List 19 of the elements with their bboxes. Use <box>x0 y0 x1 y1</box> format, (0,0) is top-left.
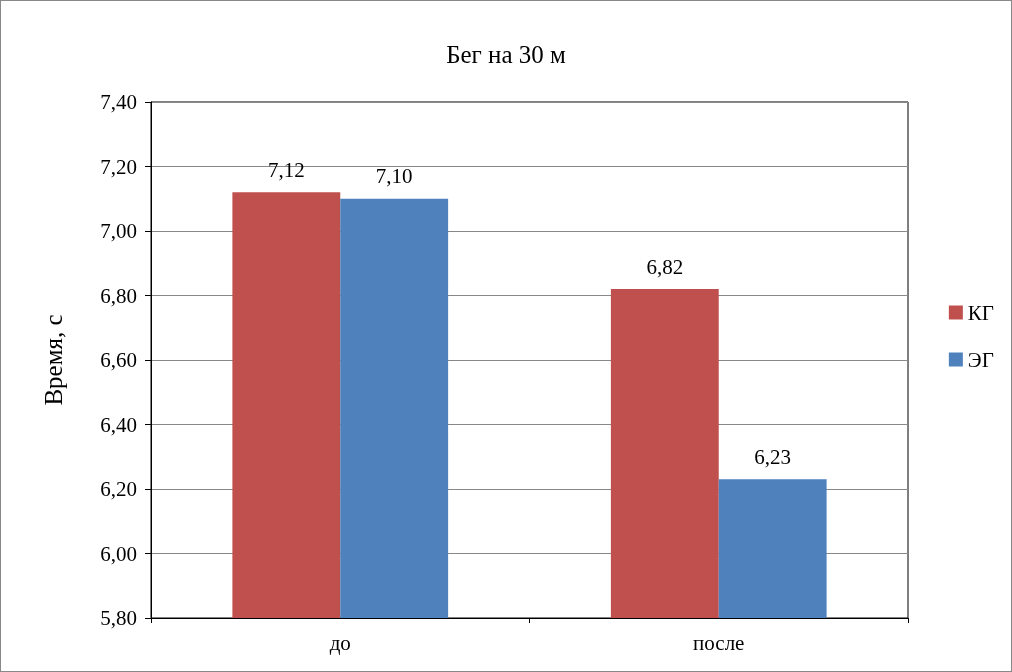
y-tick-label: 6,40 <box>100 412 137 437</box>
x-tick-label: после <box>693 630 745 655</box>
y-tick-label: 6,00 <box>100 541 137 566</box>
data-label: 7,10 <box>375 164 413 189</box>
chart-title: Бег на 30 м <box>446 41 567 68</box>
y-tick-label: 6,20 <box>100 477 137 501</box>
y-tick-label: 6,60 <box>100 348 137 372</box>
y-tick-label: 7,20 <box>100 154 137 179</box>
data-label: 7,12 <box>267 157 305 182</box>
y-axis-title: Время, с <box>40 314 67 406</box>
legend-label: КГ <box>967 300 995 325</box>
data-label: 6,23 <box>754 444 792 469</box>
y-tick-label: 7,40 <box>100 90 137 114</box>
data-label: 6,82 <box>646 254 684 279</box>
legend-label: ЭГ <box>967 347 994 372</box>
y-tick-label: 6,80 <box>100 283 137 308</box>
y-tick-label: 7,00 <box>100 219 137 243</box>
x-tick-label: до <box>329 630 351 655</box>
y-tick-label: 5,80 <box>100 606 137 630</box>
